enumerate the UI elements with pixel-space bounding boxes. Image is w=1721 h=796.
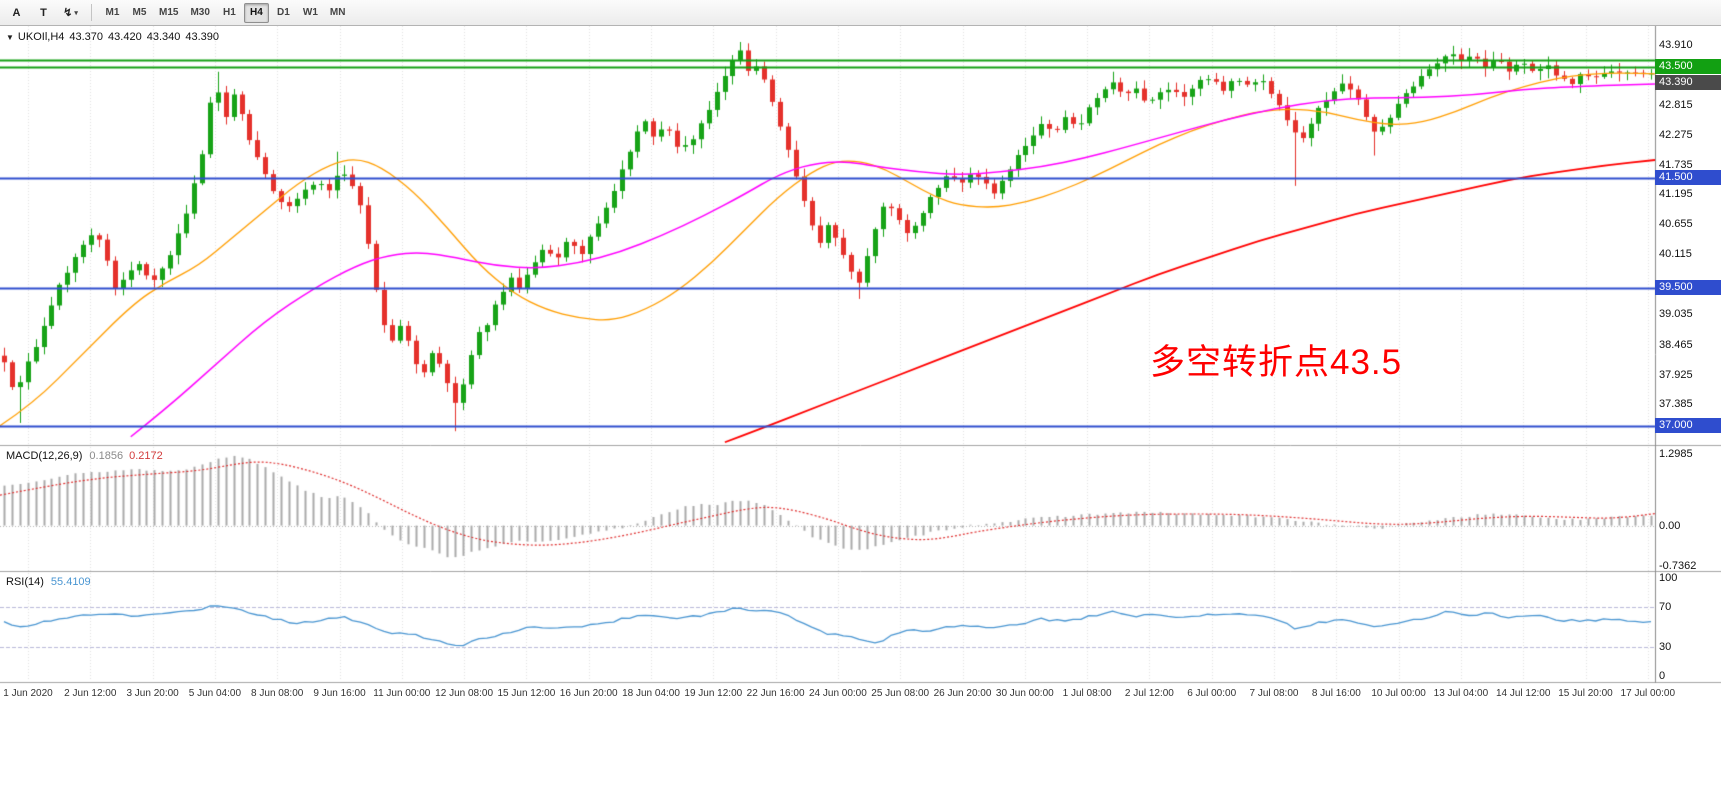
macd-indicator-label: MACD(12,26,9) 0.1856 0.2172 xyxy=(6,450,163,462)
price-tick: 39.035 xyxy=(1659,307,1693,320)
time-axis-label: 2 Jul 12:00 xyxy=(1124,688,1174,699)
time-axis-label: 25 Jun 08:00 xyxy=(871,688,930,699)
price-level-box: 37.000 xyxy=(1655,417,1721,433)
timeframe-button-m1[interactable]: M1 xyxy=(105,7,120,18)
time-axis-label: 5 Jun 04:00 xyxy=(188,688,242,699)
toolbar: A T ↯ ▾ M1 M5 M15 M30 H1 H4 D1 W1 MN xyxy=(0,0,1721,26)
rsi-scale-tick: 70 xyxy=(1659,601,1672,614)
price-tick: 40.115 xyxy=(1659,247,1692,260)
macd-scale-tick: 0.00 xyxy=(1659,519,1681,532)
price-level-box: 43.500 xyxy=(1655,59,1721,75)
rsi-scale-tick: 0 xyxy=(1659,670,1666,683)
time-axis-label: 8 Jul 16:00 xyxy=(1311,688,1361,699)
dropdown-caret-icon: ▾ xyxy=(74,9,78,17)
ohlc-high: 43.420 xyxy=(108,31,142,43)
rsi-scale-tick: 100 xyxy=(1659,571,1678,584)
time-axis-label: 11 Jun 00:00 xyxy=(373,688,431,699)
price-level-box: 39.500 xyxy=(1655,279,1721,295)
time-axis-label: 3 Jun 20:00 xyxy=(126,688,179,699)
timeframe-button-h1[interactable]: H1 xyxy=(223,7,236,18)
macd-main-value: 0.1856 xyxy=(89,450,124,462)
price-tick: 42.275 xyxy=(1659,128,1693,141)
time-axis-label: 8 Jun 08:00 xyxy=(251,688,304,699)
price-tick: 41.195 xyxy=(1659,188,1693,201)
time-axis-label: 13 Jul 04:00 xyxy=(1433,688,1489,699)
time-axis-label: 7 Jul 08:00 xyxy=(1249,688,1299,699)
time-axis-label: 15 Jun 12:00 xyxy=(497,688,556,699)
symbol-dropdown-icon[interactable]: ▼ xyxy=(6,33,14,42)
chart-canvas[interactable] xyxy=(0,26,1721,796)
time-axis-label: 16 Jun 20:00 xyxy=(559,688,618,699)
text-tool-button[interactable]: T xyxy=(40,6,47,19)
timeframe-button-m5[interactable]: M5 xyxy=(132,7,147,18)
price-level-box: 43.390 xyxy=(1655,75,1721,91)
price-tick: 42.815 xyxy=(1659,99,1693,112)
time-axis-label: 30 Jun 00:00 xyxy=(995,688,1054,699)
timeframe-button-h4[interactable]: H4 xyxy=(243,2,269,23)
macd-scale-tick: -0.7362 xyxy=(1659,560,1697,573)
line-studies-tool-button[interactable]: ↯ ▾ xyxy=(63,7,78,19)
symbol-name: UKOIl,H4 xyxy=(17,31,65,43)
rsi-scale-tick: 30 xyxy=(1659,640,1672,653)
time-axis-label: 2 Jun 12:00 xyxy=(64,688,117,699)
time-axis-label: 22 Jun 16:00 xyxy=(746,688,805,699)
font-tool-button[interactable]: A xyxy=(12,6,21,19)
panel-separator-macd[interactable] xyxy=(0,443,1721,448)
time-axis-label: 14 Jul 12:00 xyxy=(1495,688,1551,699)
time-axis-label: 18 Jun 04:00 xyxy=(622,688,680,699)
time-axis-label: 1 Jul 08:00 xyxy=(1062,688,1112,699)
panel-separator-rsi[interactable] xyxy=(0,569,1721,574)
rsi-name: RSI(14) xyxy=(6,576,44,588)
price-level-box: 41.500 xyxy=(1655,169,1721,185)
ohlc-close: 43.390 xyxy=(185,31,220,43)
tool-buttons: A T ↯ ▾ xyxy=(3,3,84,23)
price-tick: 43.910 xyxy=(1659,38,1693,51)
ohlc-open: 43.370 xyxy=(69,31,104,43)
time-axis-label: 9 Jun 16:00 xyxy=(313,688,366,699)
timeframe-button-m30[interactable]: M30 xyxy=(190,7,210,18)
price-axis[interactable]: 43.910 42.815 42.275 41.735 41.195 40.655 40.1… xyxy=(1655,26,1721,683)
price-tick: 38.465 xyxy=(1659,338,1693,351)
toolbar-separator xyxy=(91,4,92,21)
time-axis-label: 6 Jul 00:00 xyxy=(1187,688,1237,699)
timeframe-button-d1[interactable]: D1 xyxy=(277,7,290,18)
price-tick: 37.925 xyxy=(1659,368,1693,381)
timeframe-button-m15[interactable]: M15 xyxy=(159,7,179,18)
rsi-value: 55.4109 xyxy=(50,576,91,588)
time-axis[interactable]: 1 Jun 2020 2 Jun 12:00 3 Jun 20:00 5 Jun 04… xyxy=(0,683,1721,707)
time-axis-label: 1 Jun 2020 xyxy=(3,688,53,699)
price-tick: 40.655 xyxy=(1659,218,1693,231)
time-axis-label: 26 Jun 20:00 xyxy=(933,688,992,699)
macd-name: MACD(12,26,9) xyxy=(6,450,83,462)
symbol-ohlc-label: ▼ UKOIl,H4 43.370 43.420 43.340 43.390 xyxy=(6,31,219,43)
time-axis-label: 19 Jun 12:00 xyxy=(684,688,743,699)
chart-annotation: 多空转折点43.5 xyxy=(1150,343,1403,382)
ohlc-low: 43.340 xyxy=(146,31,181,43)
macd-scale-tick: 1.2985 xyxy=(1659,447,1693,460)
time-axis-label: 15 Jul 20:00 xyxy=(1558,688,1613,699)
time-axis-label: 10 Jul 00:00 xyxy=(1371,688,1426,699)
timeframe-button-mn[interactable]: MN xyxy=(329,7,346,18)
time-axis-label: 24 Jun 00:00 xyxy=(808,688,867,699)
timeframe-button-w1[interactable]: W1 xyxy=(302,7,318,18)
time-axis-label: 12 Jun 08:00 xyxy=(435,688,494,699)
rsi-indicator-label: RSI(14) 55.4109 xyxy=(6,576,91,588)
price-tick: 37.385 xyxy=(1659,398,1693,411)
time-axis-label: 17 Jul 00:00 xyxy=(1620,688,1676,699)
timeframe-toolbar: M1 M5 M15 M30 H1 H4 D1 W1 MN xyxy=(99,2,351,23)
price-tick: 41.735 xyxy=(1659,158,1693,171)
macd-signal-value: 0.2172 xyxy=(129,450,163,462)
